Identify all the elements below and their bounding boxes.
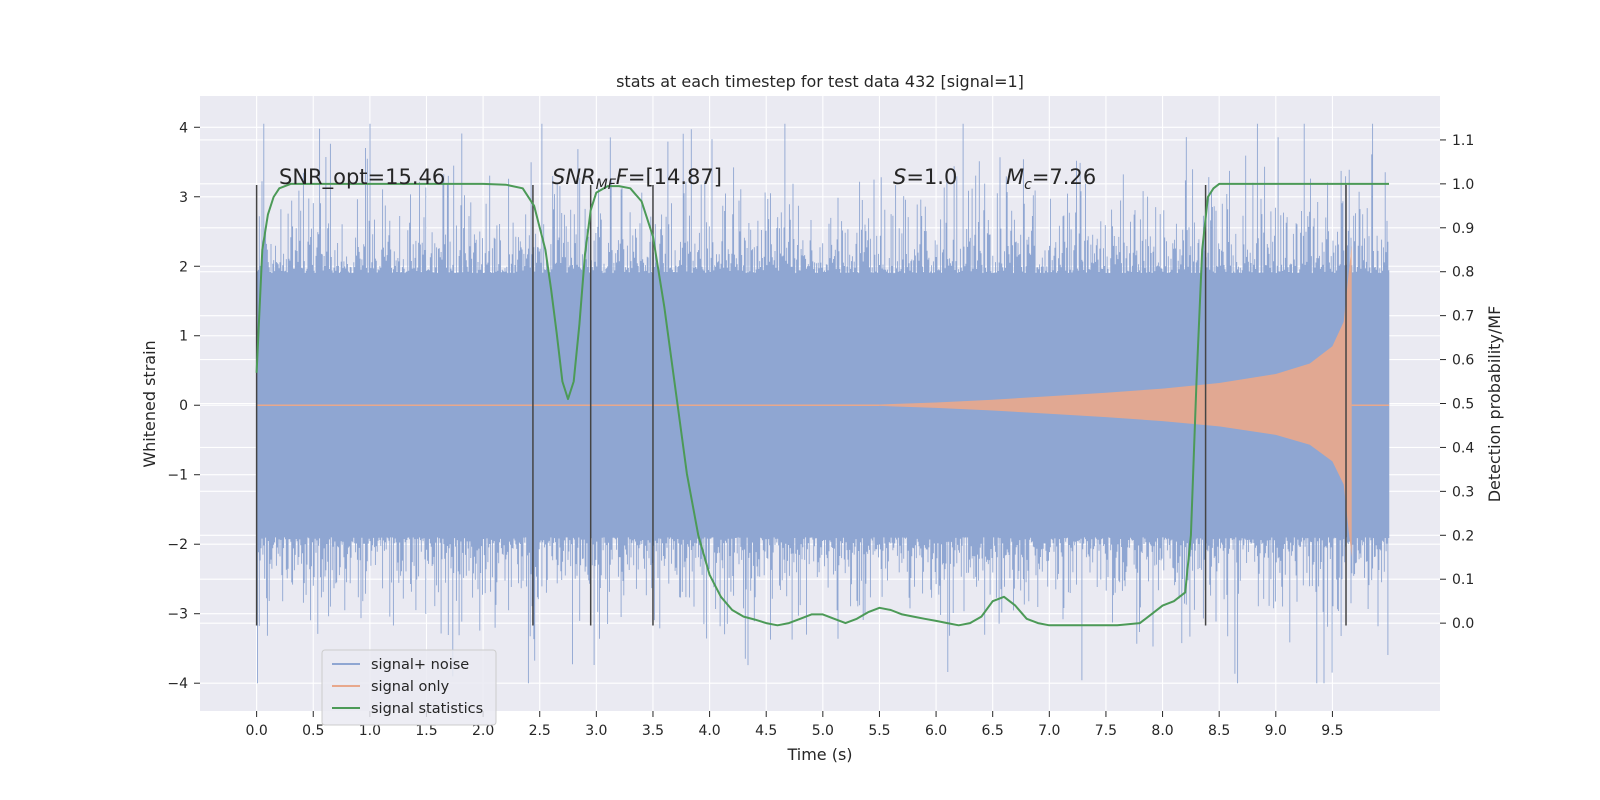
x-tick-label: 1.5 xyxy=(415,723,437,739)
y-right-tick-label: 0.8 xyxy=(1452,265,1474,281)
y-right-tick-label: 0.1 xyxy=(1452,572,1474,588)
x-tick-label: 6.0 xyxy=(925,723,947,739)
y-axis-label-right: Detection probability/MF xyxy=(1485,306,1504,503)
y-ticks-right: 1.1 1.0 0.9 0.8 0.7 0.6 0.5 0.4 0.3 0.2 0.1 0.0 xyxy=(1440,133,1474,632)
y-right-tick-label: 1.0 xyxy=(1452,177,1474,193)
y-right-tick-label: 0.4 xyxy=(1452,440,1474,456)
statistics-line xyxy=(255,182,1389,627)
y-left-tick-label: −4 xyxy=(167,676,188,692)
x-tick-label: 8.5 xyxy=(1208,723,1230,739)
legend-box xyxy=(321,649,497,726)
x-tick-label: 3.0 xyxy=(585,723,607,739)
y-left-tick-label: −2 xyxy=(167,537,188,553)
y-left-tick-label: 3 xyxy=(179,190,188,206)
x-tick-label: 5.0 xyxy=(812,723,834,739)
x-tick-label: 4.5 xyxy=(755,723,777,739)
series-signal-statistics xyxy=(255,182,1389,627)
y-left-tick-label: 0 xyxy=(179,398,188,414)
x-tick-label: 9.0 xyxy=(1265,723,1287,739)
x-tick-label: 2.5 xyxy=(529,723,551,739)
y-left-tick-label: 2 xyxy=(179,259,188,275)
y-right-tick-label: 0.6 xyxy=(1452,353,1474,369)
y-left-tick-label: 1 xyxy=(179,329,188,345)
x-tick-label: 2.0 xyxy=(472,723,494,739)
annotation-mc: Mc=7.26 xyxy=(1006,165,1096,193)
y-right-tick-label: 0.3 xyxy=(1452,484,1474,500)
x-tick-label: 6.5 xyxy=(982,723,1004,739)
legend: signal+ noise signal only signal statist… xyxy=(321,649,497,726)
y-right-tick-label: 0.7 xyxy=(1452,309,1474,325)
x-tick-label: 0.5 xyxy=(302,723,324,739)
legend-label-signal-plus-noise: signal+ noise xyxy=(371,657,469,673)
y-left-tick-label: −3 xyxy=(167,607,188,623)
annotation-snr-opt: SNR_opt=15.46 xyxy=(279,165,445,190)
annotations: SNR_opt=15.46 SNRMFF=[14.87] S=1.0 Mc=7.… xyxy=(279,165,1096,193)
x-tick-label: 5.5 xyxy=(868,723,890,739)
y-right-tick-label: 0.0 xyxy=(1452,616,1474,632)
vertical-markers xyxy=(255,184,1347,626)
annotation-mc-value: =7.26 xyxy=(1032,165,1096,189)
signal-envelope xyxy=(879,245,1352,558)
x-tick-label: 3.5 xyxy=(642,723,664,739)
plot-layer xyxy=(255,123,1390,684)
annotation-mc-symbol: M xyxy=(1006,165,1024,189)
y-left-tick-label: −1 xyxy=(167,468,188,484)
y-right-tick-label: 0.9 xyxy=(1452,221,1474,237)
x-tick-label: 4.0 xyxy=(698,723,720,739)
x-tick-label: 8.0 xyxy=(1151,723,1173,739)
annotation-snr-mf-rest: =[14.87] xyxy=(628,165,722,189)
annotation-snr-mf-sub: MF xyxy=(596,177,617,193)
series-signal-only xyxy=(256,245,1390,558)
annotation-snr-mf-base: SNR xyxy=(552,165,596,189)
annotation-s-value: =1.0 xyxy=(906,165,957,189)
y-right-tick-label: 0.2 xyxy=(1452,528,1474,544)
y-ticks-left: 4 3 2 1 0 −1 −2 −3 −4 xyxy=(167,120,200,692)
y-right-tick-label: 0.5 xyxy=(1452,397,1474,413)
x-tick-label: 7.0 xyxy=(1038,723,1060,739)
x-tick-label: 7.5 xyxy=(1095,723,1117,739)
annotation-mc-sub: c xyxy=(1024,177,1032,193)
x-ticks: 0.0 0.5 1.0 1.5 2.0 2.5 3.0 3.5 4.0 4.5 5.0 5.5 6.0 6… xyxy=(245,711,1344,739)
annotation-snr-mf-f: F xyxy=(616,165,629,189)
annotation-s-symbol: S xyxy=(893,165,906,189)
annotation-snr-mf: SNRMFF=[14.87] xyxy=(552,165,722,193)
x-tick-label: 0.0 xyxy=(245,723,267,739)
y-right-tick-label: 1.1 xyxy=(1452,133,1474,149)
chart-title: stats at each timestep for test data 432… xyxy=(616,72,1024,91)
x-axis-label: Time (s) xyxy=(786,745,852,764)
legend-label-signal-only: signal only xyxy=(371,679,450,695)
annotation-s: S=1.0 xyxy=(893,165,957,189)
y-axis-label-left: Whitened strain xyxy=(140,340,159,467)
y-left-tick-label: 4 xyxy=(179,120,188,136)
x-tick-label: 1.0 xyxy=(359,723,381,739)
x-tick-label: 9.5 xyxy=(1321,723,1343,739)
legend-label-signal-statistics: signal statistics xyxy=(371,701,483,717)
